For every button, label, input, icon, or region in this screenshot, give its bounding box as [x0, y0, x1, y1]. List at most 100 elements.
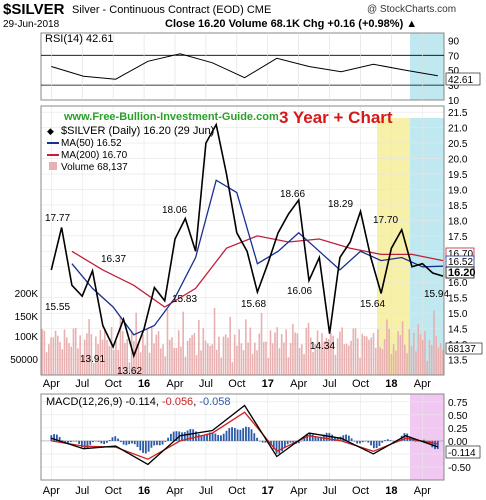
macd-histogram-bar: [64, 440, 67, 443]
volume-bar: [336, 338, 339, 375]
volume-bar: [439, 343, 442, 375]
volume-bar: [189, 338, 191, 375]
macd-histogram-bar: [161, 440, 164, 445]
macd-histogram-bar: [80, 440, 83, 448]
volume-bar: [135, 312, 137, 375]
rsi-legend: RSI(14) 42.61: [45, 33, 113, 45]
macd-histogram-bar: [183, 432, 186, 441]
volume-bar: [404, 344, 406, 375]
macd-histogram-bar: [192, 429, 195, 441]
x-tick-label: Jul: [199, 485, 213, 497]
volume-bar: [182, 311, 184, 375]
macd-histogram-bar: [92, 440, 94, 443]
volume-bar: [247, 342, 249, 375]
macd-histogram-bar: [61, 440, 64, 441]
macd-histogram-bar: [233, 428, 236, 441]
rsi-tick-label: 70: [448, 51, 460, 62]
volume-bar: [305, 327, 308, 375]
price-tick-label: 16.0: [448, 278, 468, 289]
x-tick-label: 18: [385, 378, 397, 390]
volume-bar: [242, 350, 245, 375]
volume-bar: [388, 328, 390, 375]
volume-bar: [428, 340, 431, 375]
macd-histogram-bar: [139, 440, 142, 451]
price-legend-entry: MA(50) 16.52: [61, 138, 122, 149]
volume-bar: [419, 334, 422, 375]
x-tick-label: Apr: [43, 485, 60, 497]
macd-tick-label: 0.50: [448, 411, 468, 422]
volume-bar: [115, 341, 117, 375]
volume-bar: [86, 333, 88, 375]
macd-histogram-bar: [67, 440, 69, 444]
volume-bar: [421, 339, 424, 375]
volume-bar: [256, 350, 258, 375]
chart-symbol: $SILVER: [3, 1, 65, 18]
macd-tick-label: 0.00: [448, 437, 468, 448]
volume-bar: [99, 329, 102, 375]
price-annotation: 17.77: [45, 213, 70, 224]
macd-histogram-bar: [55, 434, 58, 441]
volume-bar: [254, 342, 256, 375]
price-tick-label: 20.5: [448, 139, 468, 150]
volume-bar: [251, 353, 254, 375]
macd-histogram-bar: [231, 427, 233, 441]
volume-bar: [433, 310, 435, 375]
volume-bar: [381, 349, 384, 375]
stockcharts-credit[interactable]: @ StockCharts.com: [367, 4, 457, 15]
volume-bar: [415, 351, 417, 375]
volume-bar: [330, 333, 332, 375]
price-tick-label: 21.0: [448, 124, 468, 135]
volume-bar: [278, 348, 281, 375]
volume-bar: [146, 328, 149, 375]
macd-histogram-bar: [342, 435, 345, 441]
volume-bar: [166, 309, 169, 375]
volume-bar: [370, 337, 373, 375]
price-annotation: 13.91: [80, 354, 105, 365]
price-tick-label: 18.5: [448, 201, 468, 212]
volume-bar: [61, 349, 64, 375]
volume-bar: [301, 344, 303, 375]
macd-histogram-bar: [372, 440, 375, 449]
volume-tick-label: 200K: [15, 289, 39, 300]
macd-histogram-bar: [436, 440, 439, 449]
volume-bar: [435, 336, 437, 375]
volume-bar: [359, 357, 361, 375]
volume-bar: [112, 349, 115, 375]
volume-bar: [287, 357, 290, 375]
macd-histogram-bar: [94, 440, 97, 442]
macd-histogram-bar: [314, 436, 317, 441]
svg-text:◆: ◆: [47, 126, 54, 136]
volume-bar: [240, 343, 243, 375]
macd-histogram-bar: [58, 437, 61, 441]
volume-bar: [280, 334, 283, 375]
volume-bar: [312, 351, 314, 375]
macd-value-label: -0.114: [448, 448, 476, 459]
volume-bar: [159, 348, 162, 375]
macd-histogram-bar: [242, 428, 245, 441]
volume-tick-label: 100K: [15, 332, 39, 343]
volume-bar: [206, 343, 209, 375]
price-annotation: 18.66: [280, 189, 305, 200]
macd-histogram-bar: [117, 438, 119, 441]
x-tick-label: 16: [138, 485, 150, 497]
macd-histogram-bar: [181, 432, 183, 441]
x-tick-label: Apr: [166, 378, 183, 390]
volume-bar: [50, 337, 52, 375]
volume-bar: [186, 340, 189, 375]
x-tick-label: Oct: [352, 378, 369, 390]
volume-bar: [151, 326, 153, 375]
volume-bar: [354, 328, 357, 375]
macd-histogram-bar: [386, 439, 389, 441]
macd-panel: 0.750.500.250.00-0.25-0.50 MACD(12,26,9)…: [40, 393, 481, 481]
volume-bar: [437, 347, 440, 375]
volume-bar: [204, 340, 207, 375]
volume-bar: [193, 333, 196, 375]
x-tick-label: Oct: [228, 485, 245, 497]
macd-histogram-bar: [431, 440, 434, 448]
volume-bar: [95, 336, 97, 375]
macd-histogram-bar: [236, 429, 239, 441]
macd-histogram-bar: [122, 440, 125, 445]
macd-legend: MACD(12,26,9) -0.114, -0.056, -0.058: [46, 396, 231, 408]
macd-histogram-bar: [206, 433, 208, 441]
